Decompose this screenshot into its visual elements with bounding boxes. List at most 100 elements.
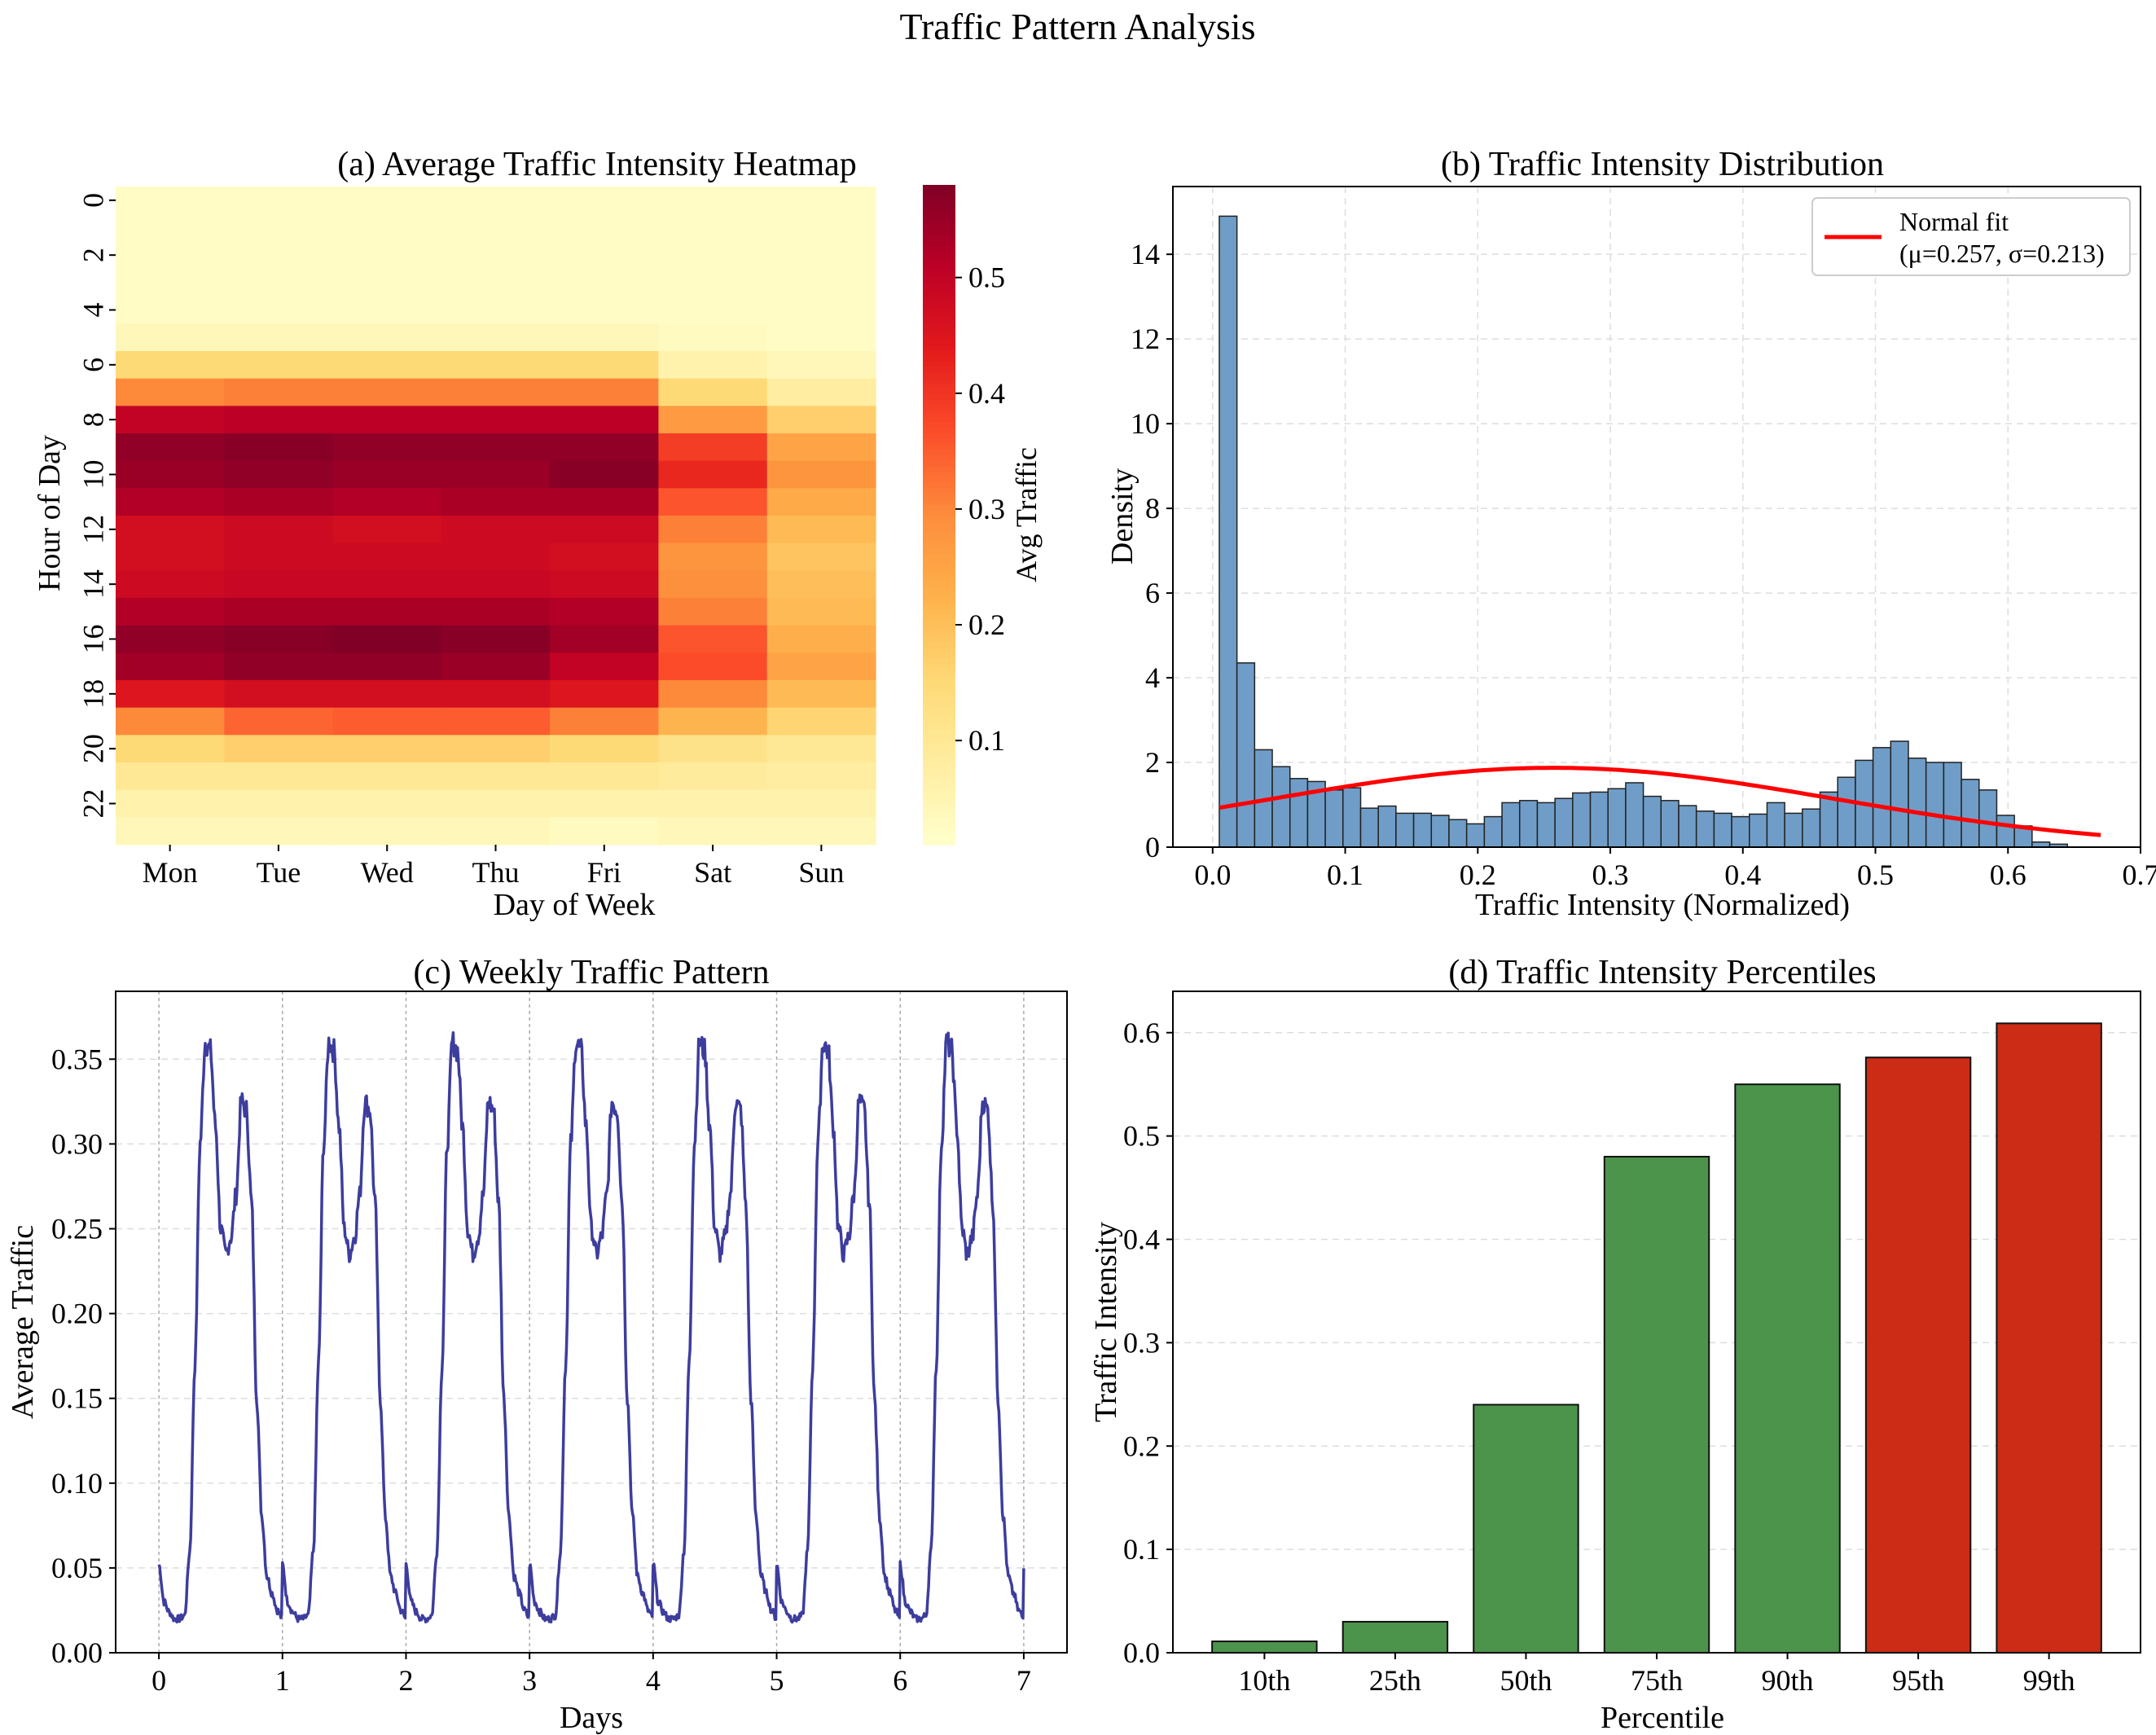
colorbar-segment — [923, 190, 955, 197]
heatmap-cell — [441, 680, 551, 709]
heatmap-cell — [658, 570, 768, 599]
heatmap-cell — [332, 213, 442, 242]
heatmap-cell — [441, 213, 551, 242]
heatmap-cell — [658, 735, 768, 763]
colorbar-segment — [923, 195, 955, 203]
heatmap-cell — [224, 323, 334, 352]
histogram-bar — [1961, 779, 1980, 848]
percentile-x-tick-label: 10th — [1238, 1664, 1290, 1697]
histogram-bar — [1589, 791, 1609, 848]
colorbar-segment — [923, 283, 955, 291]
heatmap-cell — [550, 406, 660, 434]
heatmap-cell — [550, 351, 660, 380]
histogram-bar — [1324, 789, 1344, 848]
colorbar-tick-label: 0.1 — [968, 724, 1005, 757]
histogram-bar — [1501, 802, 1521, 848]
heatmap-cell — [441, 378, 551, 406]
heatmap-y-tick-label: 18 — [77, 679, 109, 709]
colorbar-segment — [923, 245, 955, 252]
weekly-y-tick-label: 0.10 — [51, 1467, 103, 1500]
heatmap-cell — [766, 762, 876, 791]
heatmap-cell — [766, 460, 876, 489]
colorbar-segment — [923, 405, 955, 411]
heatmap-cell — [116, 269, 225, 297]
colorbar-segment — [923, 564, 955, 571]
colorbar-segment — [923, 339, 955, 345]
colorbar-segment — [923, 828, 955, 835]
colorbar-segment — [923, 581, 955, 587]
heatmap-cell — [332, 187, 442, 215]
colorbar-segment — [923, 795, 955, 802]
histogram-bar — [1642, 795, 1662, 848]
heatmap-y-tick-label: 6 — [77, 358, 109, 372]
heatmap-cell — [116, 598, 225, 626]
heatmap-cell — [116, 516, 225, 544]
colorbar-segment — [923, 685, 955, 692]
colorbar-segment — [923, 729, 955, 736]
heatmap-x-tick-label: Thu — [472, 856, 520, 889]
heatmap-cell — [658, 817, 768, 846]
colorbar-tick-label: 0.4 — [968, 377, 1005, 410]
colorbar-label: Avg Traffic — [1010, 447, 1043, 582]
heatmap-cell — [116, 323, 225, 352]
colorbar-segment — [923, 839, 955, 846]
heatmap-cell — [658, 406, 768, 434]
heatmap-cell — [116, 241, 225, 270]
weekly-y-tick-label: 0.00 — [51, 1636, 103, 1669]
heatmap-cell — [441, 488, 551, 516]
heatmap-cell — [332, 542, 442, 571]
heatmap-y-tick-label: 12 — [77, 515, 109, 544]
heatmap-y-tick-label: 8 — [77, 412, 109, 427]
histogram-y-tick-label: 12 — [1131, 323, 1160, 355]
percentile-x-tick-label: 90th — [1762, 1664, 1814, 1697]
weekly-x-tick-label: 6 — [893, 1664, 907, 1697]
histogram-bar — [1236, 662, 1256, 848]
heatmap-cell — [441, 542, 551, 571]
heatmap-cell — [224, 406, 334, 434]
heatmap-cell — [116, 652, 225, 681]
heatmap-cell — [332, 570, 442, 599]
heatmap-cell — [441, 789, 551, 818]
heatmap-cell — [224, 735, 334, 763]
heatmap-cell — [550, 187, 660, 215]
weekly-y-tick-label: 0.35 — [51, 1043, 103, 1075]
colorbar-segment — [923, 657, 955, 665]
colorbar-segment — [923, 679, 955, 687]
weekly-line-panel: (c) Weekly Traffic Pattern 0.000.050.100… — [6, 954, 1068, 1735]
weekly-x-tick-label: 4 — [646, 1664, 661, 1697]
heatmap-cell — [332, 625, 442, 653]
heatmap-cell — [332, 433, 442, 462]
heatmap-cell — [766, 707, 876, 736]
percentile-y-label: Traffic Intensity — [1089, 1222, 1123, 1422]
colorbar-segment — [923, 515, 955, 521]
heatmap-cell — [224, 762, 334, 791]
histogram-bar — [1359, 807, 1379, 848]
percentile-y-tick-label: 0.4 — [1123, 1223, 1160, 1256]
heatmap-cell — [550, 241, 660, 270]
percentile-title: (d) Traffic Intensity Percentiles — [1448, 954, 1876, 991]
heatmap-cell — [116, 542, 225, 571]
heatmap-cell — [441, 652, 551, 681]
weekly-x-label: Days — [560, 1701, 623, 1735]
colorbar-segment — [923, 459, 955, 467]
colorbar-segment — [923, 305, 955, 313]
heatmap-cell — [116, 351, 225, 380]
histogram-y-tick-label: 10 — [1131, 407, 1160, 440]
colorbar-segment — [923, 740, 955, 747]
heatmap-y-label: Hour of Day — [33, 435, 67, 591]
colorbar-segment — [923, 559, 955, 565]
heatmap-y-tick-label: 0 — [77, 193, 109, 208]
heatmap-cell — [332, 378, 442, 406]
heatmap-cell — [441, 241, 551, 270]
percentile-y-tick-label: 0.5 — [1123, 1120, 1160, 1153]
heatmap-cell — [766, 213, 876, 242]
histogram-y-tick-label: 2 — [1145, 746, 1160, 779]
percentile-bar — [1603, 1156, 1710, 1654]
heatmap-cell — [441, 735, 551, 763]
histogram-x-tick-label: 0.0 — [1194, 859, 1231, 891]
heatmap-cell — [224, 707, 334, 736]
heatmap-cell — [441, 817, 551, 846]
colorbar-segment — [923, 806, 955, 813]
weekly-ticks: 0.00 0.05 0.10 0.15 0.20 0.25 0.30 0.35 0 1 2 3 4 5 6 7 — [51, 1043, 1031, 1697]
heatmap-cell — [766, 570, 876, 599]
